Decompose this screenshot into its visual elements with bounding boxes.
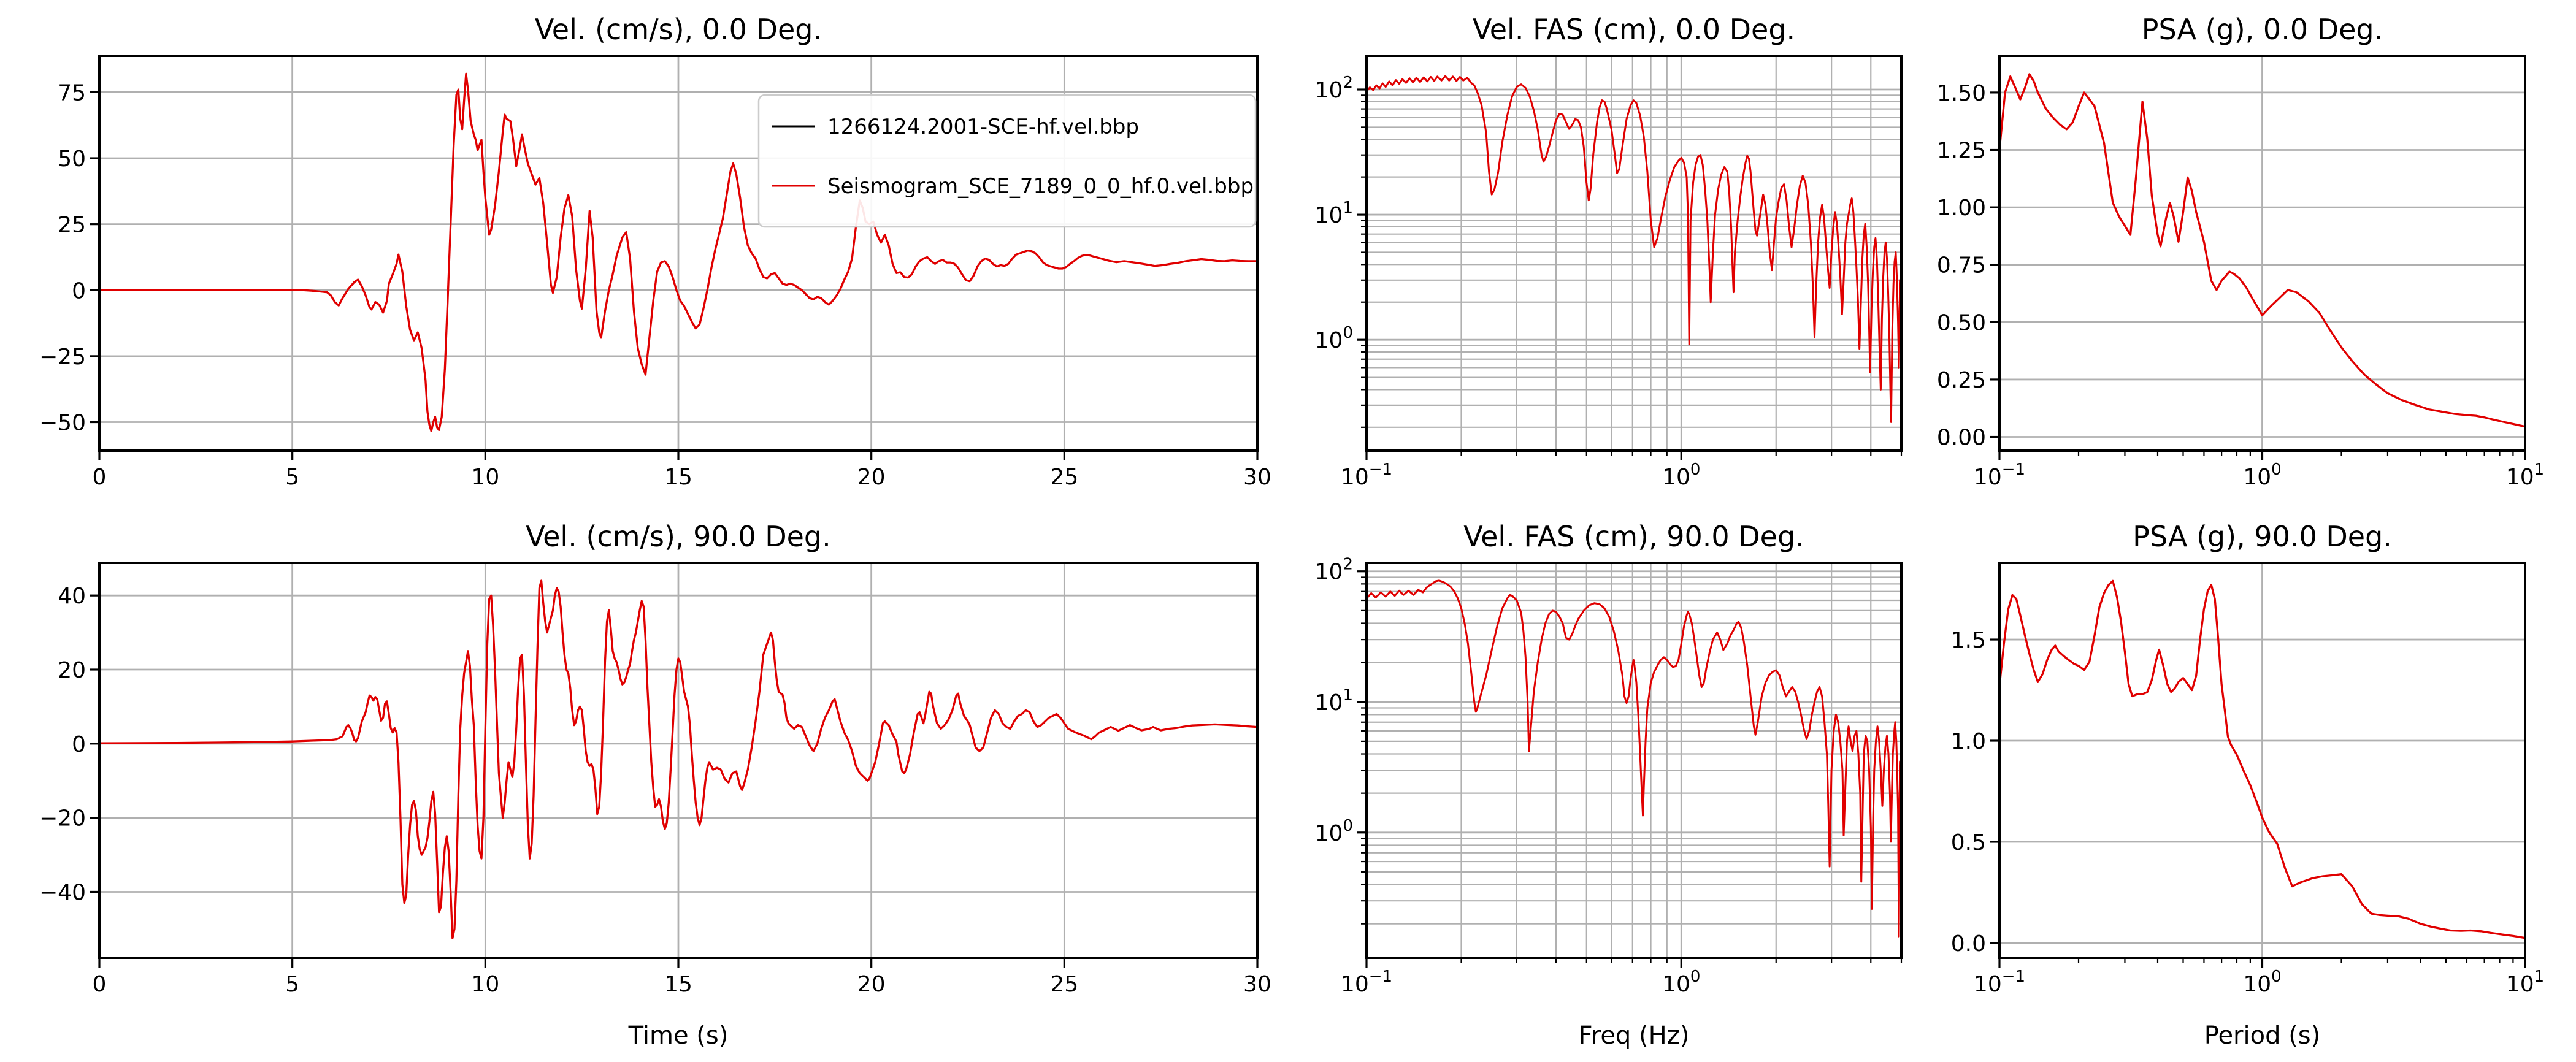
y-tick-label: 0.5: [1951, 830, 1986, 855]
y-tick-label: 0.0: [1951, 931, 1986, 957]
y-tick-label: 102: [1315, 556, 1353, 585]
y-tick-label: 0: [72, 732, 86, 757]
series-layer: [1999, 73, 2525, 428]
axis-ticks: [90, 594, 1259, 968]
series-layer: [1999, 579, 2525, 939]
y-tick-label: 100: [1315, 817, 1353, 846]
x-tick-label: 15: [664, 972, 692, 997]
y-tick-label: 0.50: [1937, 310, 1986, 335]
y-tick-label: 20: [58, 658, 86, 683]
chart-title: Vel. FAS (cm), 0.0 Deg.: [1473, 13, 1795, 46]
x-tick-label: 10: [471, 972, 499, 997]
x-tick-label: 100: [2243, 968, 2281, 997]
y-tick-label: 1.0: [1951, 729, 1986, 754]
x-tick-label: 30: [1243, 465, 1271, 490]
axis-ticks: [1357, 570, 1903, 968]
y-tick-label: −20: [39, 806, 86, 831]
x-tick-label: 101: [2506, 460, 2544, 490]
y-tick-label: 75: [58, 80, 86, 105]
x-tick-label: 15: [664, 465, 692, 490]
y-tick-label: 100: [1315, 324, 1353, 353]
subplot-vel-0: 0 5 10 15 20 25 30 −50 −25 0 25 50 75 Vel. (cm/s), 0.…: [39, 13, 1271, 490]
x-tick-label: 30: [1243, 972, 1271, 997]
x-tick-label: 100: [1662, 460, 1700, 490]
x-tick-label: 0: [93, 465, 107, 490]
x-tick-label: 10−1: [1974, 968, 2025, 997]
y-tick-label: 1.50: [1937, 81, 1986, 106]
y-tick-label: 1.00: [1937, 196, 1986, 221]
y-tick-label: −50: [39, 411, 86, 436]
series-layer: [99, 72, 1257, 432]
x-tick-label: 10−1: [1341, 968, 1392, 997]
x-tick-label: 25: [1050, 972, 1078, 997]
y-tick-label: 1.5: [1951, 628, 1986, 653]
chart-title: PSA (g), 0.0 Deg.: [2142, 13, 2383, 46]
y-tick-label: 1.25: [1937, 139, 1986, 164]
series-line-1: [99, 579, 1257, 939]
chart-title: Vel. FAS (cm), 90.0 Deg.: [1463, 520, 1804, 553]
subplot-psa-0: 10−1 100 101 0.00 0.25 0.50 0.75 1.00 1.25 1.50 PS…: [1937, 13, 2544, 490]
y-tick-label: 50: [58, 147, 86, 172]
chart-title: PSA (g), 90.0 Deg.: [2133, 520, 2392, 553]
x-axis-label: Freq (Hz): [1579, 1022, 1690, 1050]
chart-title: Vel. (cm/s), 0.0 Deg.: [535, 13, 822, 46]
axes-spines: [1365, 562, 1903, 959]
y-tick-label: 40: [58, 584, 86, 609]
y-tick-label: 0.25: [1937, 368, 1986, 393]
axis-ticks: [1357, 88, 1903, 460]
series-line-0: [1999, 73, 2525, 428]
x-tick-label: 101: [2506, 968, 2544, 997]
y-tick-label: 101: [1315, 199, 1353, 228]
x-axis-label: Time (s): [628, 1022, 729, 1050]
x-tick-label: 20: [857, 465, 886, 490]
x-axis-label: Period (s): [2204, 1022, 2321, 1050]
chart-title: Vel. (cm/s), 90.0 Deg.: [526, 520, 831, 553]
y-tick-label: 101: [1315, 686, 1353, 716]
series-layer: [1367, 579, 1901, 938]
y-tick-label: 0.00: [1937, 426, 1986, 451]
legend: 1266124.2001-SCE-hf.vel.bbp Seismogram_SC…: [757, 94, 1257, 228]
series-line-0: [1367, 75, 1901, 423]
x-tick-label: 100: [2243, 460, 2281, 490]
series-line-0: [1999, 579, 2525, 939]
legend-box: [757, 94, 1257, 228]
x-tick-label: 100: [1662, 968, 1700, 997]
subplot-fas-0: 10−1 100 100 101 102 Vel. FAS (cm), 0.0 Deg.: [1315, 13, 1903, 490]
y-tick-label: 0: [72, 278, 86, 304]
x-tick-label: 0: [93, 972, 107, 997]
series-line-0: [1367, 579, 1901, 938]
legend-entry-label: 1266124.2001-SCE-hf.vel.bbp: [827, 115, 1139, 139]
y-tick-label: −40: [39, 880, 86, 905]
series-line-1: [99, 72, 1257, 432]
y-tick-label: −25: [39, 345, 86, 370]
y-tick-label: 25: [58, 213, 86, 238]
x-tick-label: 5: [285, 972, 299, 997]
y-tick-label: 102: [1315, 74, 1353, 103]
axes-spines: [1365, 55, 1903, 452]
subplot-psa-90: 10−1 100 101 0.0 0.5 1.0 1.5 PSA (g), 90.0 Deg.…: [1951, 520, 2544, 1050]
x-tick-label: 5: [285, 465, 299, 490]
axis-ticks: [90, 91, 1259, 460]
axis-ticks: [1990, 91, 2526, 460]
x-tick-label: 20: [857, 972, 886, 997]
subplot-vel-90: 0 5 10 15 20 25 30 −40 −20 0 20 40 Vel. (cm/s), 90.0…: [39, 520, 1271, 1050]
subplot-fas-90: 10−1 100 100 101 102 Vel. FAS (cm), 90.0 Deg.…: [1315, 520, 1903, 1050]
x-tick-label: 10: [471, 465, 499, 490]
x-tick-label: 25: [1050, 465, 1078, 490]
y-tick-label: 0.75: [1937, 253, 1986, 278]
x-tick-label: 10−1: [1341, 460, 1392, 490]
x-tick-label: 10−1: [1974, 460, 2025, 490]
legend-entry-label: Seismogram_SCE_7189_0_0_hf.0.vel.bbp: [827, 174, 1254, 199]
series-layer: [99, 579, 1257, 939]
series-layer: [1367, 75, 1901, 423]
axis-ticks: [1990, 638, 2526, 968]
